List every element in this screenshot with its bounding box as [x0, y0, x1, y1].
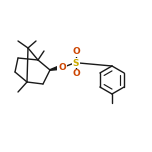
Text: S: S — [73, 59, 79, 67]
Text: O: O — [72, 69, 80, 78]
Polygon shape — [50, 65, 62, 70]
Text: O: O — [58, 62, 66, 71]
Text: O: O — [72, 47, 80, 57]
